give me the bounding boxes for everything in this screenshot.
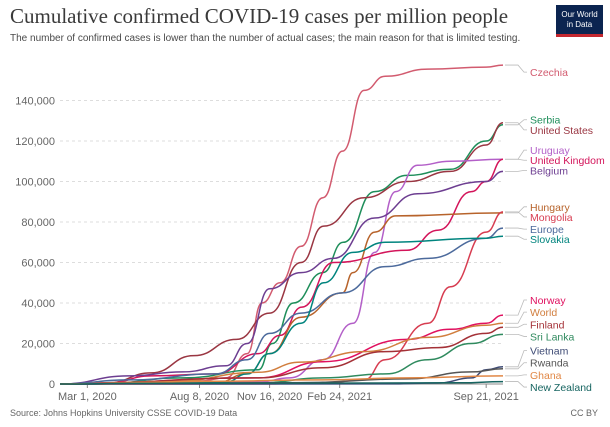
series-label-uruguay[interactable]: Uruguay <box>530 145 570 157</box>
series-line-uruguay[interactable] <box>59 158 504 385</box>
license-link[interactable]: CC BY <box>570 408 598 418</box>
series-line-finland[interactable] <box>59 326 504 385</box>
y-axis-ticks: 0 20,000 40,000 60,000 80,000 100,000 120,000 1… <box>15 96 55 392</box>
series-label-finland[interactable]: Finland <box>530 319 565 331</box>
series-line-ghana[interactable] <box>59 375 504 385</box>
label-connector <box>505 158 527 161</box>
label-connector <box>505 211 527 218</box>
y-tick-label: 0 <box>49 379 55 391</box>
y-tick-label: 100,000 <box>15 177 55 189</box>
gridlines <box>60 100 503 385</box>
series-line-europe[interactable] <box>59 227 504 385</box>
chart-title: Cumulative confirmed COVID-19 cases per … <box>10 4 509 28</box>
y-tick-label: 40,000 <box>21 298 55 310</box>
label-connector <box>505 299 527 316</box>
series-label-mongolia[interactable]: Mongolia <box>530 212 573 224</box>
series-label-world[interactable]: World <box>530 307 557 319</box>
series-label-norway[interactable]: Norway <box>530 295 566 307</box>
y-tick-label: 120,000 <box>15 136 55 148</box>
y-tick-label: 20,000 <box>21 339 55 351</box>
label-connector <box>505 122 527 131</box>
series-label-europe[interactable]: Europe <box>530 224 564 236</box>
y-tick-label: 140,000 <box>15 96 55 108</box>
label-connector <box>505 323 527 328</box>
series-label-czechia[interactable]: Czechia <box>530 67 568 79</box>
series-label-belgium[interactable]: Belgium <box>530 165 568 177</box>
x-tick-label: Mar 1, 2020 <box>58 391 117 403</box>
label-connector <box>505 333 527 337</box>
series-label-sri-lanka[interactable]: Sri Lanka <box>530 331 575 343</box>
label-connector <box>505 169 527 172</box>
owid-logo[interactable]: Our World in Data <box>556 5 603 37</box>
x-tick-label: Feb 24, 2021 <box>307 391 372 403</box>
label-connector <box>505 374 527 377</box>
series-label-united-kingdom[interactable]: United Kingdom <box>530 155 605 167</box>
series-line-norway[interactable] <box>59 314 504 385</box>
label-connector <box>505 227 527 230</box>
series-label-ghana[interactable]: Ghana <box>530 370 562 382</box>
series-label-slovakia[interactable]: Slovakia <box>530 234 570 246</box>
x-axis-ticks: Mar 1, 2020 Aug 8, 2020 Nov 16, 2020 Feb 24… <box>58 384 519 403</box>
series-label-united-states[interactable]: United States <box>530 125 593 137</box>
series-line-czechia[interactable] <box>59 64 504 385</box>
series-lines <box>59 64 504 385</box>
series-line-belgium[interactable] <box>59 170 504 385</box>
series-label-serbia[interactable]: Serbia <box>530 115 561 127</box>
label-connector <box>505 311 527 324</box>
chart-subtitle: The number of confirmed cases is lower t… <box>10 33 521 44</box>
series-label-rwanda[interactable]: Rwanda <box>530 358 569 370</box>
logo-line-1: Our World <box>561 10 598 19</box>
series-line-new-zealand[interactable] <box>59 380 504 385</box>
label-connector <box>505 350 527 368</box>
series-line-united-states[interactable] <box>59 122 504 385</box>
series-label-vietnam[interactable]: Vietnam <box>530 346 569 358</box>
x-tick-label: Sep 21, 2021 <box>453 391 518 403</box>
label-connector <box>505 362 527 370</box>
y-tick-label: 60,000 <box>21 258 55 270</box>
label-connector <box>505 64 527 73</box>
label-connector <box>505 381 527 388</box>
series-line-united-kingdom[interactable] <box>59 158 504 385</box>
x-tick-label: Nov 16, 2020 <box>237 391 302 403</box>
label-connector <box>505 206 527 214</box>
label-connector <box>505 119 527 126</box>
y-tick-label: 80,000 <box>21 217 55 229</box>
x-tick-label: Aug 8, 2020 <box>170 391 229 403</box>
series-label-new-zealand[interactable]: New Zealand <box>530 382 592 394</box>
label-connector <box>505 235 527 240</box>
source-note: Source: Johns Hopkins University CSSE CO… <box>10 408 238 418</box>
logo-line-2: in Data <box>566 20 593 29</box>
series-label-hungary[interactable]: Hungary <box>530 202 570 214</box>
label-connector <box>505 149 527 160</box>
